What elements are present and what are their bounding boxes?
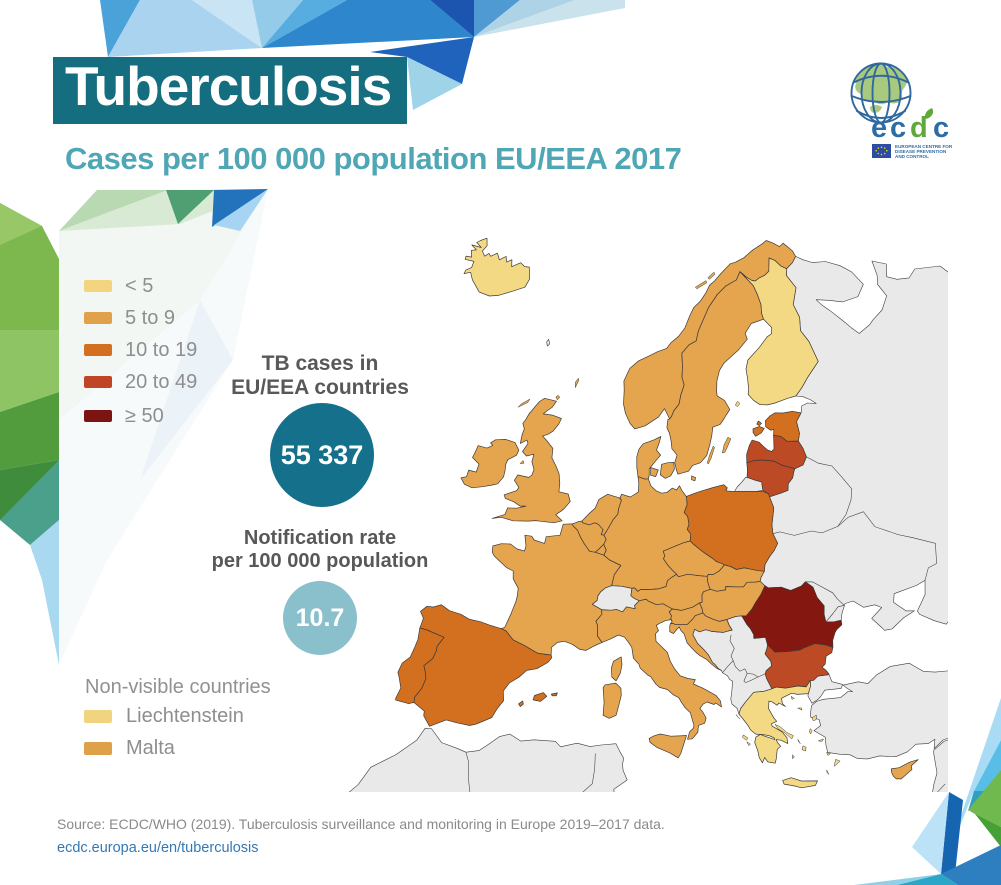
svg-text:DISEASE PREVENTION: DISEASE PREVENTION xyxy=(895,149,947,154)
svg-text:c: c xyxy=(933,112,949,144)
svg-text:e: e xyxy=(871,112,887,144)
svg-text:c: c xyxy=(890,112,906,144)
svg-text:EUROPEAN CENTRE FOR: EUROPEAN CENTRE FOR xyxy=(895,144,953,149)
svg-text:AND CONTROL: AND CONTROL xyxy=(895,154,929,159)
svg-text:d: d xyxy=(910,112,928,144)
